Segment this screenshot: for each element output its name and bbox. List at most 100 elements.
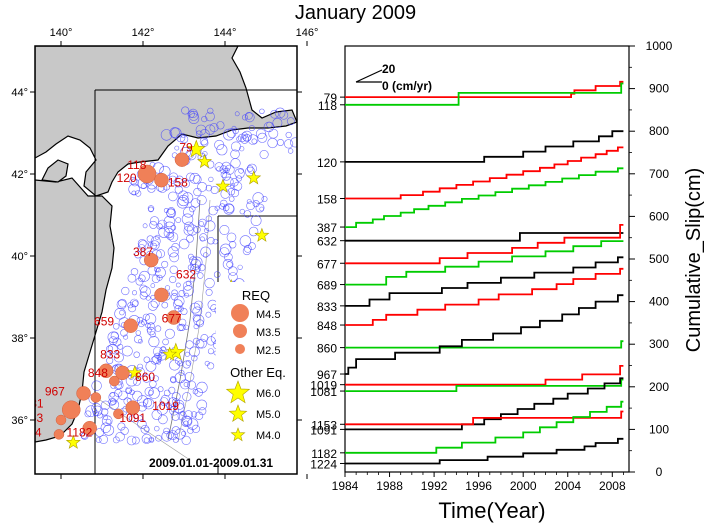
seismicity-circle xyxy=(184,351,190,357)
seismicity-circle xyxy=(148,387,160,399)
seismicity-circle xyxy=(194,300,204,310)
seismicity-circle xyxy=(135,330,142,336)
seismicity-circle xyxy=(168,232,179,242)
seismicity-circle xyxy=(216,166,222,172)
seismicity-circle xyxy=(163,221,176,234)
series-label-967: 967 xyxy=(317,368,337,382)
seismicity-circle xyxy=(195,266,201,272)
seismicity-circle xyxy=(176,196,189,209)
chart-xlabel: Time(Year) xyxy=(438,498,545,523)
seismicity-circle xyxy=(224,164,235,175)
legend-req-title: REQ xyxy=(242,288,270,303)
scale-bar-rate-line xyxy=(355,69,383,83)
seismicity-circle xyxy=(154,352,161,359)
honshu-land xyxy=(35,177,115,443)
req-event-marker xyxy=(76,386,91,401)
seismicity-circle xyxy=(171,392,181,401)
seismicity-circle xyxy=(207,237,215,245)
seismicity-circle xyxy=(274,107,286,119)
seismicity-circle xyxy=(170,225,177,231)
req-event-marker xyxy=(123,318,138,333)
station-label-79: 79 xyxy=(179,140,193,154)
seismicity-circle xyxy=(169,265,179,274)
seismicity-circle xyxy=(224,204,235,214)
seismicity-circle xyxy=(152,375,159,382)
seismicity-circle xyxy=(136,316,144,324)
seismicity-circle xyxy=(228,241,237,249)
seismicity-circle xyxy=(248,125,255,132)
req-event-marker xyxy=(115,365,130,381)
seismicity-circle xyxy=(238,168,244,174)
y-tick-label: 300 xyxy=(649,337,669,351)
seismicity-circle xyxy=(178,369,185,376)
seismicity-circle xyxy=(216,121,225,130)
seismicity-circle xyxy=(133,351,140,358)
x-tick-label: 2008 xyxy=(599,479,626,493)
seismicity-circle xyxy=(197,272,204,279)
seismicity-circle xyxy=(128,183,140,196)
seismicity-circle xyxy=(200,246,211,258)
seismicity-circle xyxy=(120,329,128,337)
seismicity-circle xyxy=(214,139,225,150)
seismicity-circle xyxy=(154,234,160,240)
seismicity-circle xyxy=(107,331,120,343)
station-label-860: 860 xyxy=(135,370,155,384)
seismicity-circle xyxy=(252,192,264,204)
seismicity-circle xyxy=(162,338,169,346)
seismicity-circle xyxy=(109,398,117,405)
seismicity-circle xyxy=(172,436,179,443)
seismicity-circle xyxy=(147,300,158,311)
req-event-marker xyxy=(154,172,169,188)
req-event-marker xyxy=(174,152,190,167)
seismicity-circle xyxy=(143,437,150,444)
seismicity-circle xyxy=(147,184,156,193)
seismicity-circle xyxy=(146,327,152,333)
legend-req-m35-marker xyxy=(233,324,247,338)
seismicity-circle xyxy=(85,405,97,417)
seismicity-circle xyxy=(198,218,207,227)
seismicity-circle xyxy=(192,389,199,395)
seismicity-circle xyxy=(167,207,176,215)
seismicity-circle xyxy=(106,345,114,353)
seismicity-circle xyxy=(125,386,133,394)
seismicity-circle xyxy=(167,246,179,258)
seismicity-circle xyxy=(100,422,112,433)
other-event-star xyxy=(186,139,206,158)
seismicity-circle xyxy=(150,236,161,247)
seismicity-circle xyxy=(117,343,124,350)
seismicity-circle xyxy=(223,128,235,141)
req-event-marker xyxy=(90,392,102,403)
seismicity-circle xyxy=(175,282,181,288)
seismicity-circle xyxy=(182,416,192,426)
seismicity-circle xyxy=(243,244,252,253)
station-label-632: 632 xyxy=(176,268,196,282)
seismicity-circle xyxy=(169,359,180,371)
trench-line xyxy=(167,199,201,441)
seismicity-circle xyxy=(138,320,145,328)
seismicity-circle xyxy=(205,215,212,222)
series-line-860 xyxy=(345,340,624,349)
seismicity-circle xyxy=(164,285,171,291)
seismicity-circle xyxy=(131,436,140,445)
series-line-158 xyxy=(345,146,624,200)
seismicity-circle xyxy=(236,136,242,142)
seismicity-circle xyxy=(140,183,147,189)
chart-ylabel: Cumulative_Slip(cm) xyxy=(683,168,705,353)
seismicity-circle xyxy=(148,206,154,213)
seismicity-circle xyxy=(228,196,235,202)
scale-bar-value-label: 20 xyxy=(382,62,396,76)
other-event-star xyxy=(215,178,231,193)
seismicity-circle xyxy=(142,374,151,383)
slip-chart: 1984 1988 1992 1996 2000 2004 2008 0 100 200 300 40… xyxy=(310,39,705,523)
seismicity-circle xyxy=(178,190,189,201)
seismicity-circle xyxy=(137,244,146,253)
y-tick-label: 600 xyxy=(649,209,669,223)
map-legend: REQ M4.5 M3.5 M2.5 Other Eq. M6.0 M5.0 M… xyxy=(216,282,296,464)
seismicity-circle xyxy=(279,110,289,120)
seismicity-circle xyxy=(183,324,189,330)
seismicity-circle xyxy=(205,184,213,192)
seismicity-circle xyxy=(246,201,255,210)
seismicity-circle xyxy=(214,205,220,211)
seismicity-circle xyxy=(226,261,233,268)
seismicity-circle xyxy=(161,430,173,442)
